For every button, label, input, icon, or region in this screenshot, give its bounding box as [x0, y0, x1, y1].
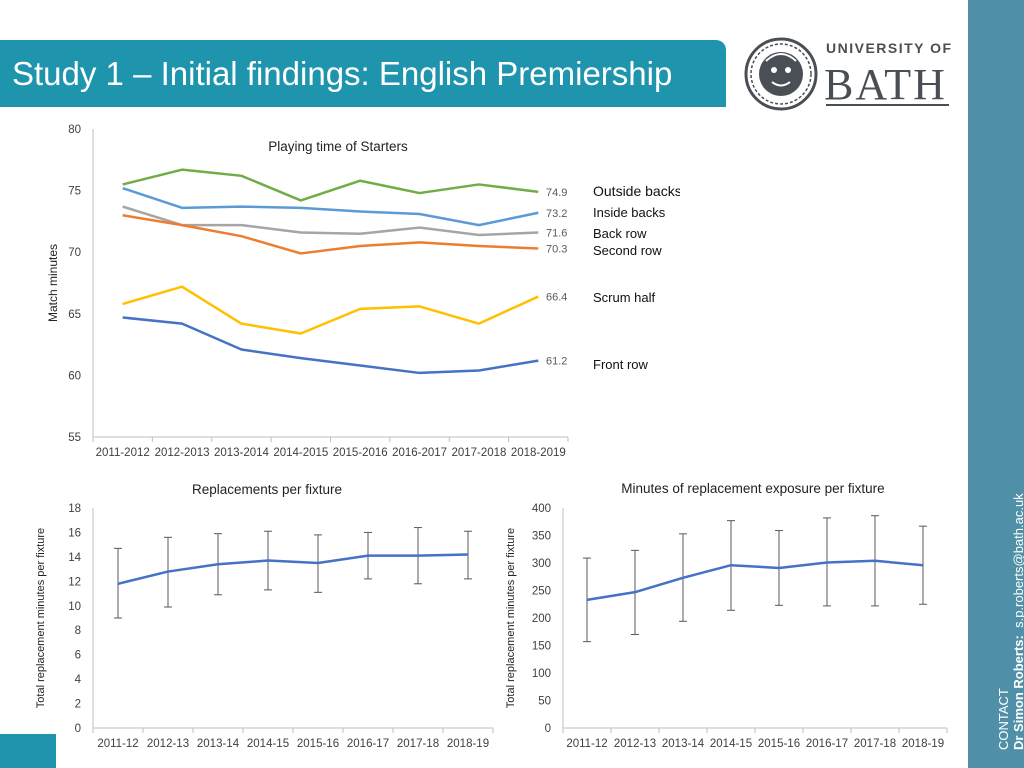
- y-tick-label: 0: [75, 723, 81, 735]
- x-tick-label: 2015-16: [758, 738, 800, 750]
- x-tick-label: 2018-19: [902, 738, 944, 750]
- chart-title: Playing time of Starters: [268, 139, 408, 154]
- series-line-scrum-half: [122, 285, 539, 335]
- logo-line2: BATH: [824, 60, 947, 109]
- y-tick-label: 400: [532, 503, 551, 515]
- x-tick-label: 2013-2014: [214, 447, 270, 459]
- x-tick-label: 2016-17: [347, 738, 389, 750]
- end-value-label: 66.4: [546, 292, 567, 304]
- logo-line1: UNIVERSITY OF: [826, 40, 953, 56]
- legend-label: Second row: [593, 243, 662, 258]
- x-tick-label: 2014-15: [247, 738, 289, 750]
- x-tick-label: 2014-15: [710, 738, 752, 750]
- y-tick-label: 250: [532, 586, 551, 598]
- y-tick-label: 14: [68, 552, 81, 564]
- y-tick-label: 300: [532, 558, 551, 570]
- y-tick-label: 150: [532, 641, 551, 653]
- legend-label: Outside backs: [593, 183, 680, 199]
- end-value-label: 70.3: [546, 244, 567, 256]
- replacement-exposure-chart: 0 50 100 150 200 250 300 350 400 2011-12 2012-13 20…: [505, 481, 948, 750]
- y-tick-label: 60: [68, 370, 81, 382]
- end-value-label: 71.6: [546, 227, 567, 239]
- x-tick-label: 2016-2017: [392, 447, 447, 459]
- slide-number-badge: [0, 734, 56, 768]
- x-tick-label: 2017-18: [854, 738, 896, 750]
- x-tick-label: 2014-2015: [273, 447, 328, 459]
- series-line: [586, 559, 924, 602]
- chart-title: Minutes of replacement exposure per fixt…: [621, 481, 884, 496]
- series-line-front-row: [122, 316, 539, 375]
- x-tick-label: 2012-13: [614, 738, 656, 750]
- y-tick-label: 12: [68, 576, 81, 588]
- x-tick-label: 2011-12: [566, 738, 607, 750]
- y-axis-label: Total replacement minutes per fixture: [35, 528, 47, 708]
- x-tick-label: 2018-2019: [511, 447, 566, 459]
- x-tick-label: 2018-19: [447, 738, 489, 750]
- x-tick-label: 2012-2013: [155, 447, 210, 459]
- legend-label: Back row: [593, 226, 647, 241]
- y-tick-label: 8: [75, 625, 81, 637]
- page-title: Study 1 – Initial findings: English Prem…: [12, 55, 673, 92]
- y-tick-label: 10: [68, 601, 81, 613]
- y-tick-label: 80: [68, 124, 81, 136]
- x-tick-label: 2012-13: [147, 738, 189, 750]
- x-tick-label: 2013-14: [662, 738, 705, 750]
- y-tick-label: 55: [68, 432, 81, 444]
- contact-name: Dr Simon Roberts:: [1011, 635, 1024, 750]
- y-tick-label: 75: [68, 186, 81, 198]
- y-tick-label: 50: [538, 696, 551, 708]
- series-line-second-row: [122, 214, 539, 255]
- y-tick-label: 65: [68, 309, 81, 321]
- y-tick-label: 70: [68, 247, 81, 259]
- end-value-label: 74.9: [546, 187, 567, 199]
- contact-email[interactable]: s.p.roberts@bath.ac.uk: [1011, 493, 1024, 628]
- series-line: [117, 553, 469, 585]
- replacements-per-fixture-chart: 0 2 4 6 8 10 12 14 16 18 2011-12 2012-13 2013-14 2014…: [35, 482, 494, 750]
- x-tick-label: 2017-18: [397, 738, 439, 750]
- university-logo: UNIVERSITY OF BATH: [744, 37, 953, 111]
- y-tick-label: 18: [68, 503, 81, 515]
- y-tick-label: 16: [68, 527, 81, 539]
- bath-seal-icon: [744, 37, 818, 111]
- y-axis-label: Match minutes: [46, 244, 60, 322]
- contact-sidebar: [968, 0, 1024, 768]
- legend-label: Scrum half: [593, 290, 656, 305]
- x-tick-label: 2013-14: [197, 738, 240, 750]
- y-tick-label: 100: [532, 668, 551, 680]
- contact-info: CONTACT Dr Simon Roberts: s.p.roberts@ba…: [996, 493, 1024, 750]
- chart-title: Replacements per fixture: [192, 482, 342, 497]
- series-line-inside-backs: [122, 186, 539, 227]
- series-line-back-row: [122, 205, 539, 237]
- y-tick-label: 0: [545, 723, 551, 735]
- x-tick-label: 2015-16: [297, 738, 339, 750]
- y-tick-label: 4: [75, 674, 82, 686]
- end-value-label: 61.2: [546, 356, 567, 368]
- legend-label: Inside backs: [593, 205, 666, 220]
- y-tick-label: 6: [75, 650, 81, 662]
- x-tick-label: 2017-2018: [451, 447, 506, 459]
- contact-label: CONTACT: [996, 688, 1011, 750]
- x-tick-label: 2011-2012: [96, 447, 150, 459]
- x-tick-label: 2016-17: [806, 738, 848, 750]
- x-tick-label: 2015-2016: [333, 447, 388, 459]
- y-tick-label: 2: [75, 699, 81, 711]
- end-value-label: 73.2: [546, 208, 567, 220]
- y-axis-label: Total replacement minutes per fixture: [505, 528, 517, 708]
- legend-label: Front row: [593, 357, 649, 372]
- y-tick-label: 200: [532, 613, 551, 625]
- title-bar: Study 1 – Initial findings: English Prem…: [0, 40, 726, 107]
- y-tick-label: 350: [532, 531, 551, 543]
- x-tick-label: 2011-12: [97, 738, 138, 750]
- series-line-outside-backs: [122, 168, 539, 202]
